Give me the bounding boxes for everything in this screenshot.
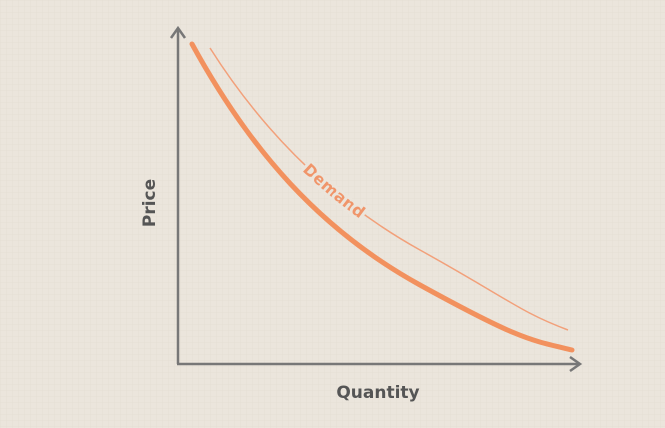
axes	[169, 25, 583, 373]
y-axis-label: Price	[140, 179, 160, 227]
y-arrow	[169, 25, 187, 39]
x-axis-label: Quantity	[336, 383, 419, 403]
x-arrow	[569, 355, 583, 373]
demand-curve	[189, 41, 575, 353]
